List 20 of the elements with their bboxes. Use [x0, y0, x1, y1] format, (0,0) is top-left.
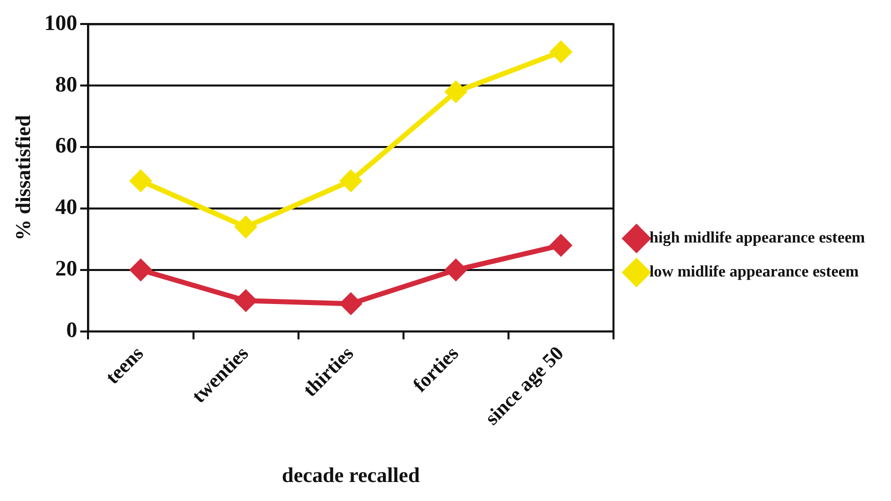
y-tick-label: 40: [55, 194, 78, 220]
y-axis-title: % dissatisfied: [11, 114, 36, 240]
point: [550, 234, 572, 256]
y-tick-label: 20: [55, 256, 78, 281]
point: [340, 170, 362, 192]
x-axis-title: decade recalled: [282, 462, 420, 487]
point: [445, 81, 466, 102]
y-tick-label: 0: [66, 317, 78, 342]
legend-label: low midlife appearance esteem: [649, 264, 860, 281]
point: [130, 259, 152, 280]
point: [235, 216, 256, 238]
point: [130, 170, 152, 192]
y-tick-label: 60: [55, 132, 78, 158]
point: [550, 41, 572, 62]
y-tick-label: 80: [55, 71, 78, 96]
y-tick-label: 100: [44, 10, 78, 35]
point: [235, 290, 256, 312]
legend-label: high midlife appearance esteem: [649, 230, 866, 247]
point: [445, 259, 466, 280]
point: [340, 293, 362, 314]
